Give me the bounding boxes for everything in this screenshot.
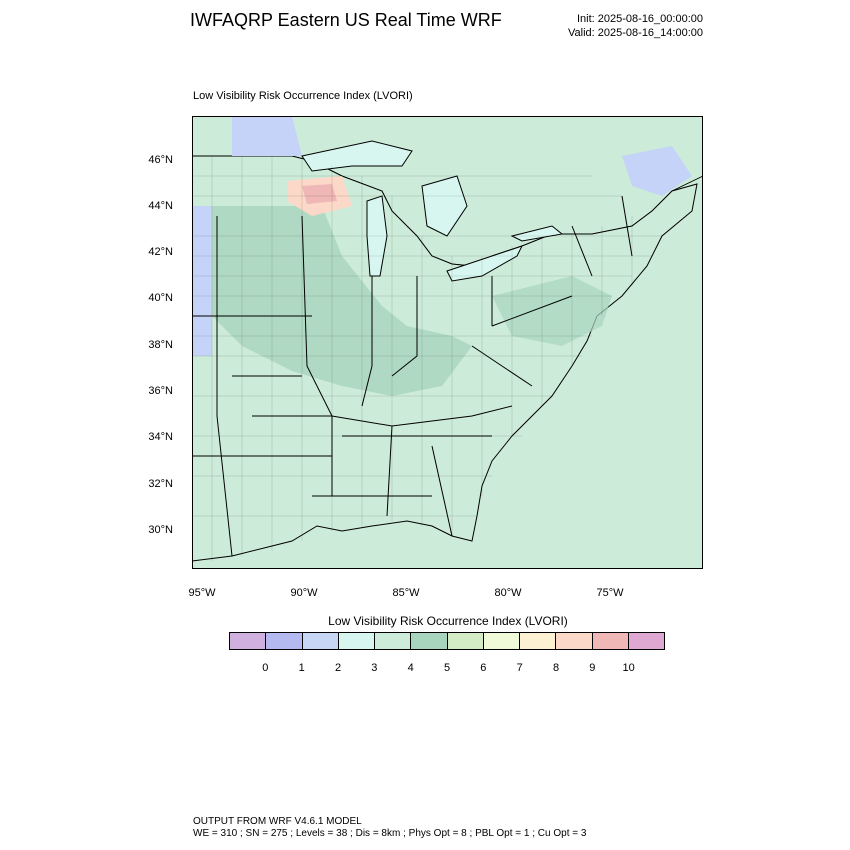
colorbar-label: 2	[334, 662, 342, 674]
colorbar-label: 6	[480, 662, 487, 674]
colorbar-box	[483, 633, 520, 649]
colorbar-label: 1	[298, 662, 305, 674]
figure-title: IWFAQRP Eastern US Real Time WRF	[190, 10, 502, 30]
lake-superior	[301, 140, 413, 172]
map-border	[192, 116, 703, 569]
colorbar-label: 8	[552, 662, 560, 674]
colorbar	[229, 632, 665, 650]
lake-michigan	[366, 195, 388, 277]
colorbar-label: 10	[622, 662, 635, 674]
lat-label-40: 40°N	[148, 292, 173, 304]
lat-label-30: 30°N	[148, 524, 173, 536]
map-panel	[192, 116, 703, 569]
map-svg	[192, 116, 703, 569]
high-index-region	[212, 206, 472, 396]
lat-label-38: 38°N	[148, 339, 173, 351]
colorbar-label: 7	[516, 662, 523, 674]
lon-label-85w: 85°W	[392, 587, 420, 599]
colorbar-label: 5	[443, 662, 451, 674]
lon-label-80w: 80°W	[494, 587, 522, 599]
state-boundaries	[192, 195, 633, 557]
colorbar-label: 3	[371, 662, 378, 674]
lat-label-34: 34°N	[148, 431, 173, 443]
colorbar-box	[520, 633, 557, 649]
lat-label-44: 44°N	[148, 200, 173, 212]
lake-erie	[446, 245, 523, 282]
low-index-region-north	[232, 116, 302, 156]
lake-huron	[421, 175, 468, 237]
colorbar-label: 0	[262, 662, 269, 674]
low-index-region-west	[192, 206, 212, 356]
colorbar-title: Low Visibility Risk Occurrence Index (LV…	[328, 614, 568, 628]
lon-label-90w: 90°W	[290, 587, 318, 599]
colorbar-label: 4	[407, 662, 414, 674]
valid-time: Valid: 2025-08-16_14:00:00	[568, 27, 703, 39]
lake-ontario	[510, 225, 564, 242]
colorbar-box	[628, 633, 664, 649]
lat-label-32: 32°N	[148, 478, 173, 490]
colorbar-box	[556, 633, 593, 649]
map-field-title: Low Visibility Risk Occurrence Index (LV…	[193, 90, 413, 102]
high-index-region-east	[492, 276, 612, 346]
colorbar-box	[375, 633, 412, 649]
lat-label-42: 42°N	[148, 246, 173, 258]
highest-risk-area	[302, 184, 337, 204]
colorbar-box	[230, 633, 267, 649]
colorbar-box	[411, 633, 448, 649]
model-info-line-1: OUTPUT FROM WRF V4.6.1 MODEL	[193, 816, 362, 827]
colorbar-box	[338, 633, 375, 649]
colorbar-box	[592, 633, 629, 649]
colorbar-box	[302, 633, 339, 649]
lat-label-36: 36°N	[148, 385, 173, 397]
model-info-line-2: WE = 310 ; SN = 275 ; Levels = 38 ; Dis …	[193, 828, 587, 839]
colorbar-box	[266, 633, 303, 649]
colorbar-box	[447, 633, 484, 649]
colorbar-label: 9	[589, 662, 596, 674]
low-index-region-northeast	[622, 146, 692, 196]
county-grid	[192, 156, 662, 561]
lon-label-95w: 95°W	[188, 587, 216, 599]
init-time: Init: 2025-08-16_00:00:00	[577, 13, 703, 25]
lon-label-75w: 75°W	[596, 587, 624, 599]
lat-label-46: 46°N	[148, 154, 173, 166]
